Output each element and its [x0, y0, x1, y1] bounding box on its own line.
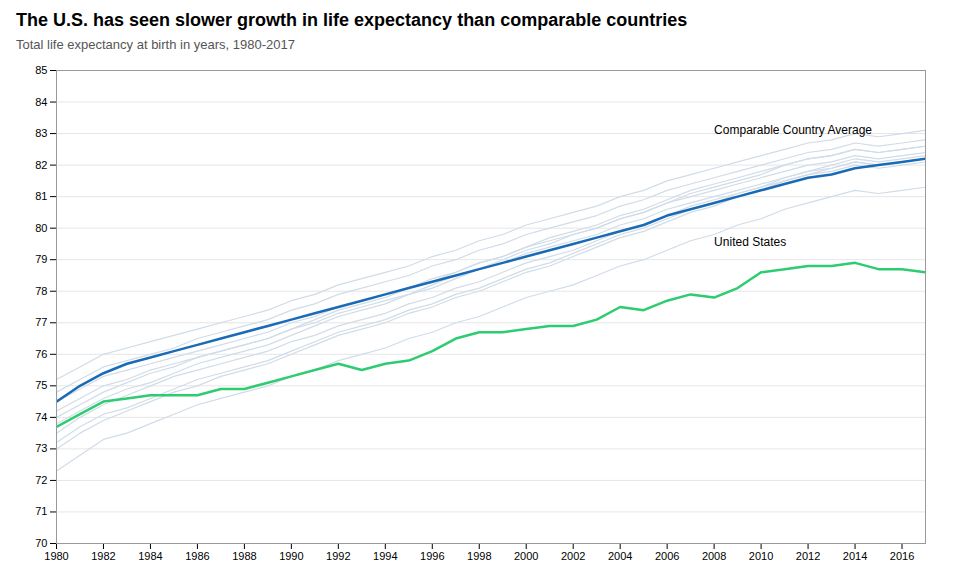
- svg-text:75: 75: [35, 379, 47, 391]
- svg-text:2016: 2016: [890, 550, 914, 562]
- svg-text:77: 77: [35, 316, 47, 328]
- svg-text:2010: 2010: [749, 550, 773, 562]
- svg-text:1994: 1994: [373, 550, 397, 562]
- svg-text:76: 76: [35, 348, 47, 360]
- svg-text:80: 80: [35, 222, 47, 234]
- svg-text:2012: 2012: [796, 550, 820, 562]
- svg-text:1996: 1996: [420, 550, 444, 562]
- svg-text:1990: 1990: [279, 550, 303, 562]
- svg-text:72: 72: [35, 474, 47, 486]
- svg-text:1992: 1992: [326, 550, 350, 562]
- svg-text:1982: 1982: [91, 550, 115, 562]
- svg-text:2006: 2006: [655, 550, 679, 562]
- svg-text:78: 78: [35, 285, 47, 297]
- svg-text:82: 82: [35, 159, 47, 171]
- svg-text:2008: 2008: [702, 550, 726, 562]
- svg-text:United States: United States: [714, 235, 786, 249]
- svg-text:1986: 1986: [185, 550, 209, 562]
- svg-text:2002: 2002: [561, 550, 585, 562]
- svg-text:1998: 1998: [467, 550, 491, 562]
- svg-text:2014: 2014: [843, 550, 867, 562]
- svg-text:1988: 1988: [232, 550, 256, 562]
- svg-text:83: 83: [35, 127, 47, 139]
- svg-text:85: 85: [35, 64, 47, 76]
- svg-text:Comparable Country Average: Comparable Country Average: [714, 123, 872, 137]
- svg-text:79: 79: [35, 253, 47, 265]
- svg-text:73: 73: [35, 442, 47, 454]
- svg-text:2004: 2004: [608, 550, 632, 562]
- html-text:The U.S. has seen slower growt: The U.S. has seen slower growth in life …: [16, 10, 688, 30]
- svg-text:1984: 1984: [138, 550, 162, 562]
- svg-text:2000: 2000: [514, 550, 538, 562]
- svg-text:84: 84: [35, 96, 47, 108]
- svg-text:81: 81: [35, 190, 47, 202]
- svg-text:1980: 1980: [44, 550, 68, 562]
- html-text:Total life expectancy at birth: Total life expectancy at birth in years,…: [16, 37, 295, 52]
- svg-text:74: 74: [35, 411, 47, 423]
- svg-text:71: 71: [35, 505, 47, 517]
- svg-text:70: 70: [35, 537, 47, 549]
